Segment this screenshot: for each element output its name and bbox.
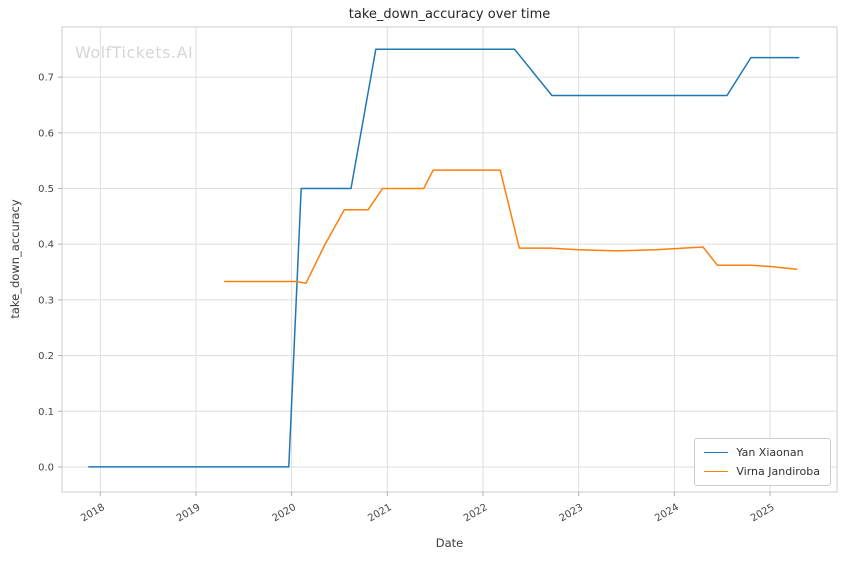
- y-tick-label: 0.2: [38, 351, 54, 362]
- y-tick-label: 0.0: [38, 462, 54, 473]
- chart-title: take_down_accuracy over time: [348, 7, 551, 22]
- legend-item: Virna Jandiroba: [704, 465, 820, 478]
- x-axis-label: Date: [435, 536, 464, 550]
- x-tick-label: 2019: [175, 502, 203, 524]
- legend-label: Virna Jandiroba: [736, 465, 820, 478]
- watermark: WolfTickets.AI: [75, 43, 194, 62]
- y-tick-label: 0.1: [38, 407, 54, 418]
- legend-label: Yan Xiaonan: [736, 446, 804, 459]
- legend: Yan Xiaonan Virna Jandiroba: [694, 438, 831, 486]
- y-tick-label: 0.3: [38, 295, 54, 306]
- x-tick-label: 2021: [366, 502, 394, 524]
- legend-line-swatch: [704, 452, 729, 453]
- legend-line-swatch: [704, 471, 729, 472]
- x-tick-label: 2024: [653, 502, 681, 524]
- y-tick-label: 0.5: [38, 184, 54, 195]
- y-tick-label: 0.6: [38, 128, 54, 139]
- x-tick-label: 2020: [271, 502, 299, 524]
- series-line-virna-jandiroba: [223, 169, 798, 284]
- legend-item: Yan Xiaonan: [704, 446, 820, 459]
- series-line-yan-xiaonan: [88, 48, 800, 468]
- x-tick-label: 2023: [558, 502, 586, 524]
- plot-border: [61, 26, 838, 493]
- x-tick-label: 2025: [749, 502, 777, 524]
- x-tick-label: 2022: [462, 502, 490, 524]
- x-tick-label: 2018: [79, 502, 107, 524]
- y-tick-label: 0.7: [38, 73, 54, 84]
- y-axis-label: take_down_accuracy: [8, 199, 22, 319]
- y-tick-label: 0.4: [38, 240, 54, 251]
